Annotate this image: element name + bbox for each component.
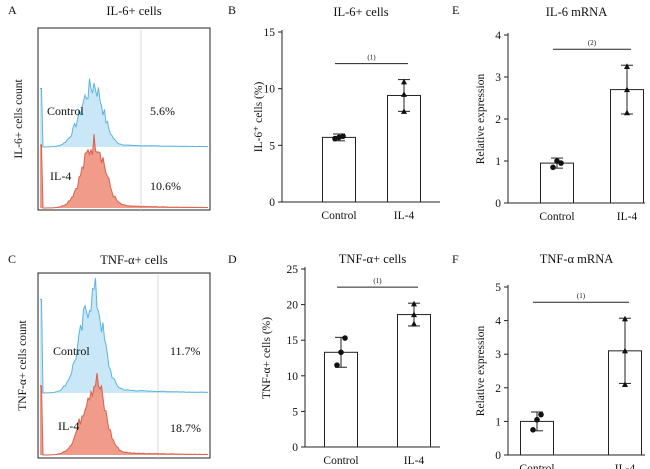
histogram-curve-control [40, 278, 209, 394]
data-point [342, 335, 348, 341]
histogram-y-axis-label: IL-6+ cells count [13, 79, 25, 159]
data-point [622, 381, 628, 387]
data-point [401, 91, 407, 97]
histogram-series-label: IL-4 [50, 169, 71, 183]
y-tick-label: 20 [287, 300, 299, 312]
bar-control [540, 162, 574, 204]
y-tick-label: 0 [292, 442, 298, 454]
histogram-percent: 11.7% [170, 344, 201, 358]
histogram-curve-control [40, 78, 209, 148]
data-point [401, 108, 407, 114]
histogram-series-label: Control [53, 344, 90, 358]
y-tick-label: 0 [495, 450, 501, 462]
y-tick-label: 0 [495, 198, 501, 210]
data-point [538, 411, 544, 418]
panel-label-D: D [228, 252, 237, 266]
panel-label-A: A [8, 3, 17, 17]
histogram-percent: 10.6% [150, 179, 181, 193]
histogram-fill-control [40, 78, 209, 147]
chart-title: TNF-α mRNA [540, 252, 614, 266]
y-axis-label: Relative expression [475, 326, 487, 417]
y-tick-label: 5 [292, 406, 298, 418]
data-point [338, 349, 344, 356]
y-tick-label: 1 [495, 416, 501, 428]
histogram-percent: 18.7% [170, 421, 201, 435]
chart-title: IL-6+ cells [333, 5, 388, 19]
panel-label-B: B [228, 3, 236, 17]
y-tick-label: 2 [495, 114, 501, 126]
x-tick-label: IL-4 [617, 211, 638, 223]
histogram-curve-il-4 [40, 134, 209, 209]
y-tick-label: 0 [269, 197, 275, 209]
data-point [530, 427, 536, 433]
x-tick-label: IL-4 [404, 455, 425, 467]
panel-label-F: F [452, 252, 459, 266]
histogram-fill-control [40, 278, 209, 393]
y-tick-label: 15 [287, 335, 299, 347]
y-tick-label: 3 [495, 72, 501, 84]
significance-label: (1) [577, 292, 586, 300]
data-point [622, 315, 628, 322]
y-tick-label: 15 [264, 27, 276, 39]
significance-label: (2) [588, 39, 597, 47]
y-tick-label: 4 [495, 316, 501, 328]
data-point [411, 311, 417, 318]
data-point [624, 109, 630, 116]
data-point [534, 416, 540, 423]
histogram-y-axis-label: TNF-α+ cells count [17, 319, 29, 410]
x-tick-label: Control [323, 455, 358, 467]
histogram-title: IL-6+ cells [106, 4, 161, 18]
histogram-curve-il-4 [40, 372, 209, 456]
x-tick-label: Control [519, 463, 554, 469]
x-tick-label: IL-4 [615, 463, 636, 469]
histogram-frame [37, 272, 211, 459]
chart-title: TNF-α+ cells [339, 252, 407, 266]
y-tick-label: 5 [495, 282, 501, 294]
data-point [411, 300, 417, 307]
y-tick-label: 1 [495, 156, 501, 168]
histogram-series-label: Control [47, 104, 84, 118]
panel-label-E: E [452, 3, 459, 17]
histogram-series-label: IL-4 [58, 419, 79, 433]
histogram-frame [37, 27, 211, 211]
bar-control [322, 136, 356, 203]
y-tick-label: 4 [495, 30, 501, 42]
data-point [401, 78, 407, 85]
data-point [624, 86, 630, 93]
y-axis-label: Relative expression [475, 74, 487, 165]
data-point [334, 362, 340, 368]
chart-title: IL-6 mRNA [546, 5, 607, 19]
histogram-title: TNF-α+ cells [100, 253, 168, 267]
data-point [622, 347, 628, 354]
data-point [624, 63, 630, 69]
histogram-fill-il-4 [40, 134, 209, 208]
y-tick-label: 2 [495, 383, 501, 395]
data-point [558, 160, 564, 166]
bar-il-4 [387, 94, 421, 203]
significance-label: (1) [367, 54, 376, 62]
x-tick-label: IL-4 [394, 210, 415, 222]
bar-il-4 [397, 314, 431, 448]
y-axis-label: IL-6⁺ cells (%) [253, 82, 265, 153]
y-tick-label: 3 [495, 349, 501, 361]
significance-label: (1) [373, 277, 382, 285]
data-point [340, 133, 346, 140]
y-axis-label: TNF-α+ cells (%) [261, 317, 273, 399]
x-tick-label: Control [539, 211, 574, 223]
y-tick-label: 10 [264, 84, 276, 96]
x-tick-label: Control [321, 210, 356, 222]
data-point [411, 320, 417, 327]
y-tick-label: 25 [287, 264, 299, 276]
panel-label-C: C [8, 252, 16, 266]
y-tick-label: 5 [269, 140, 275, 152]
histogram-fill-il-4 [40, 373, 209, 455]
y-tick-label: 10 [287, 371, 299, 383]
histogram-percent: 5.6% [150, 104, 175, 118]
data-point [550, 164, 556, 171]
